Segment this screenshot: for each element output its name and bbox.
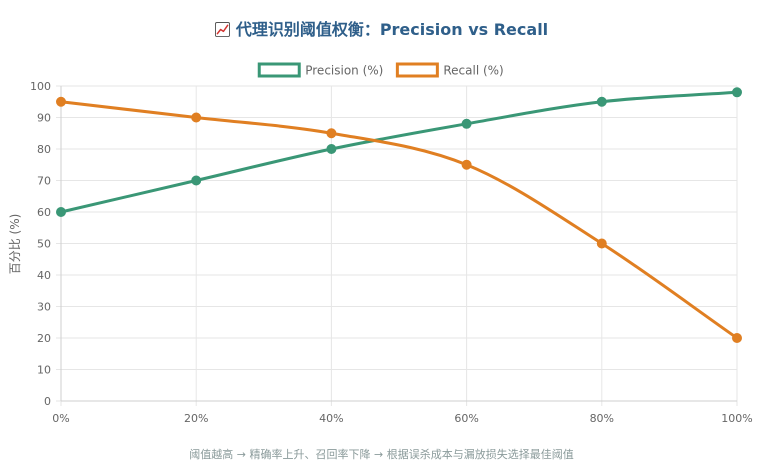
- series-line-1: [59, 100, 739, 340]
- y-tick-label: 80: [37, 143, 51, 156]
- data-points: [56, 87, 742, 343]
- series-lines: [59, 90, 739, 340]
- y-tick-label: 50: [37, 238, 51, 251]
- x-tick-label: 80%: [590, 412, 614, 425]
- y-axis-label: 百分比 (%): [8, 214, 22, 275]
- data-point-series-1[interactable]: [596, 238, 607, 249]
- x-tick-label: 40%: [319, 412, 343, 425]
- y-tick-label: 90: [37, 112, 51, 125]
- data-point-series-1[interactable]: [461, 159, 472, 170]
- y-tick-label: 10: [37, 364, 51, 377]
- legend-label: Precision (%): [305, 64, 383, 78]
- y-tick-label: 20: [37, 332, 51, 345]
- x-tick-label: 60%: [454, 412, 478, 425]
- data-point-series-0[interactable]: [596, 96, 607, 107]
- data-point-series-1[interactable]: [191, 112, 202, 123]
- y-tick-label: 60: [37, 206, 51, 219]
- data-point-series-0[interactable]: [191, 175, 202, 186]
- y-tick-label: 100: [30, 80, 51, 93]
- footer-note: 阈值越高 → 精确率上升、召回率下降 → 根据误杀成本与漏放损失选择最佳阈值: [189, 448, 574, 461]
- data-point-series-1[interactable]: [732, 333, 742, 343]
- x-tick-label: 100%: [721, 412, 752, 425]
- data-point-series-0[interactable]: [732, 87, 742, 98]
- data-point-series-0[interactable]: [56, 207, 66, 217]
- legend-item-0[interactable]: Precision (%): [257, 62, 383, 78]
- chart-increasing-icon: [214, 22, 230, 37]
- data-point-series-1[interactable]: [56, 96, 66, 107]
- x-tick-label: 20%: [184, 412, 208, 425]
- y-tick-label: 0: [44, 395, 51, 408]
- data-point-series-1[interactable]: [326, 128, 337, 139]
- chart-title-text: 代理识别阈值权衡：Precision vs Recall: [235, 20, 549, 39]
- chart-title: 代理识别阈值权衡：Precision vs Recall: [0, 16, 763, 40]
- legend: Precision (%) Recall (%): [257, 62, 504, 78]
- grid-lines: [56, 85, 738, 406]
- data-point-series-0[interactable]: [461, 118, 472, 129]
- y-tick-label: 70: [37, 175, 51, 188]
- data-point-series-0[interactable]: [326, 144, 337, 154]
- legend-swatch: [395, 62, 439, 78]
- legend-label: Recall (%): [443, 64, 503, 78]
- legend-swatch: [257, 62, 301, 78]
- y-tick-label: 30: [37, 301, 51, 314]
- legend-item-1[interactable]: Recall (%): [395, 62, 504, 78]
- y-tick-label: 40: [37, 269, 51, 282]
- axes: 0 10 20 30 40 50 60 70 80 90 100 0% 20% 40% 60% 80% 100%: [30, 80, 753, 425]
- x-tick-label: 0%: [52, 412, 69, 425]
- series-line-0: [59, 90, 739, 214]
